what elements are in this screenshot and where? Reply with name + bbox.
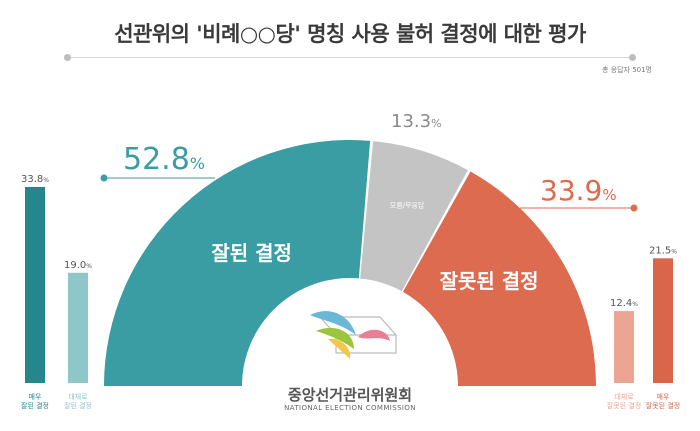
negative-value-1: 21.5% [649,245,677,256]
logo-stroke-green [316,327,354,349]
chart-title: 선관위의 '비례○○당' 명칭 사용 불허 결정에 대한 평가 [114,22,586,46]
percent-positive: 52.8% [123,142,205,177]
negative-value-0: 12.4% [610,298,638,309]
slice-label-positive: 잘된 결정 [211,241,292,265]
donut-slice-2 [402,171,596,386]
commission-name: 중앙선거관리위원회 [287,386,413,404]
negative-bar-0 [614,311,634,383]
negative-category-0-line-0: 대체로 [614,393,634,401]
commission-subtitle: NATIONAL ELECTION COMMISSION [284,404,416,412]
positive-category-1-line-0: 대체로 [68,393,88,401]
leader-dot-positive [100,174,108,182]
percent-neutral: 13.3% [391,111,442,132]
slice-label-neutral: 모름/무응답 [390,201,425,210]
positive-bar-0 [25,186,45,383]
positive-category-1-line-1: 잘된 결정 [64,401,92,410]
commission-logo [310,311,398,359]
logo-stroke-yellow [328,338,351,359]
donut-slice-1 [360,141,468,292]
title-divider [68,57,632,58]
leader-dot-negative [630,204,638,212]
negative-category-1-line-1: 잘못된 결정 [646,401,680,410]
donut-slice-0 [104,140,371,386]
negative-bar-1 [653,258,673,383]
respondent-count: 총 응답자 501명 [601,66,652,74]
slice-label-negative: 잘못된 결정 [440,269,539,293]
divider-dot-right [629,54,636,61]
positive-value-1: 19.0% [64,260,92,271]
logo-stroke-pink [358,329,390,341]
logo-stroke-blue [310,311,356,335]
percent-negative: 33.9% [540,174,617,207]
negative-category-1-line-0: 매우 [657,393,670,401]
divider-dot-left [64,54,71,61]
positive-bar-1 [68,272,88,383]
negative-category-0-line-1: 잘못된 결정 [607,401,641,410]
positive-value-0: 33.8% [21,174,49,185]
positive-category-0-line-1: 잘된 결정 [21,401,49,410]
positive-category-0-line-0: 매우 [29,393,42,401]
